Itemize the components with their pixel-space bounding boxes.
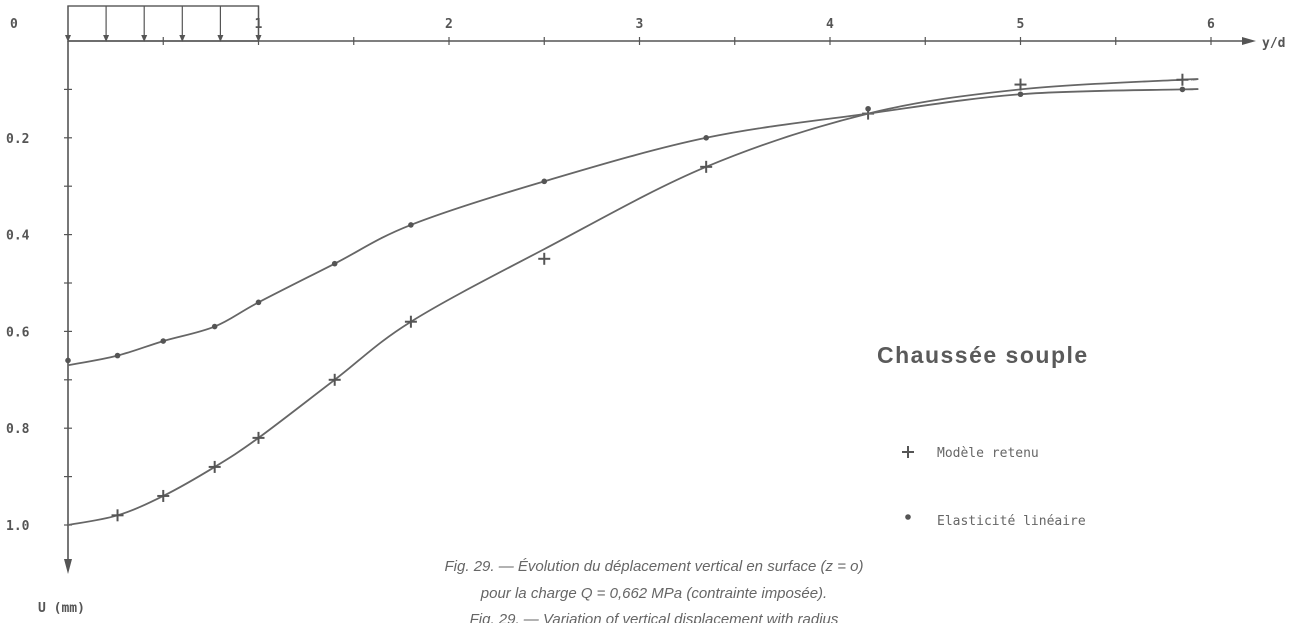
data-point-plus <box>538 252 551 265</box>
data-point-dot <box>865 105 871 112</box>
data-point-plus <box>404 315 417 328</box>
y-ticks: 0.2 0.4 0.6 0.8 1.0 <box>6 88 72 534</box>
y-tick-label: 0.2 <box>6 132 29 147</box>
load-arrow-icon <box>179 35 186 42</box>
legend-item-modele-retenu: Modèle retenu <box>902 446 1039 461</box>
data-point-dot <box>408 222 414 228</box>
x-tick-label: 4 <box>826 17 834 32</box>
data-point-dot <box>1179 86 1186 93</box>
x-axis-arrow-icon <box>1242 37 1256 45</box>
caption-line-2: pour la charge Q = 0,662 MPa (contrainte… <box>480 585 827 602</box>
legend-item-elasticite-lineaire: Elasticité linéaire <box>905 514 1086 529</box>
data-point-plus <box>328 373 341 386</box>
legend: Modèle retenu Elasticité linéaire <box>902 446 1086 529</box>
series-layer <box>65 73 1199 526</box>
legend-dot <box>905 514 911 520</box>
data-point-dot <box>160 338 167 344</box>
data-point-dot <box>1017 91 1024 98</box>
load-arrow-icon <box>65 35 71 42</box>
legend-label: Modèle retenu <box>937 446 1039 461</box>
data-point-plus <box>111 509 124 522</box>
annotation-title: Chaussée souple <box>877 342 1089 368</box>
series-line <box>67 88 1199 367</box>
x-tick-label: 5 <box>1017 17 1025 32</box>
data-point-plus <box>1014 78 1027 91</box>
y-tick-label: 0.8 <box>6 422 30 437</box>
legend-marker-plus-icon <box>902 446 914 458</box>
data-point-dot <box>211 323 218 330</box>
data-point-plus <box>700 160 713 173</box>
load-box <box>67 5 260 42</box>
data-point-dot <box>255 299 262 306</box>
load-diagram <box>65 5 262 42</box>
caption-line-3: Fig. 29. — Variation of vertical displac… <box>470 611 839 623</box>
y-axis-title: U (mm) <box>38 601 85 616</box>
y-tick-label: 0.6 <box>6 325 30 340</box>
data-point-dot <box>541 178 548 185</box>
load-arrow-icon <box>103 35 110 42</box>
y-tick-label: 1.0 <box>6 519 30 534</box>
x-tick-label: 0 <box>10 17 18 32</box>
series-elasticite-lineaire <box>65 86 1199 367</box>
x-tick-label: 2 <box>445 17 453 32</box>
legend-label: Elasticité linéaire <box>937 514 1086 529</box>
y-tick-label: 0.4 <box>6 229 30 244</box>
x-tick-label: 3 <box>636 17 644 32</box>
caption-line-1: Fig. 29. — Évolution du déplacement vert… <box>445 558 864 575</box>
x-axis-title: y/d <box>1262 36 1285 51</box>
data-point-dot <box>114 352 121 359</box>
x-tick-label: 6 <box>1207 17 1215 32</box>
data-point-plus <box>208 460 221 473</box>
legend-marker-dot-icon <box>905 514 911 520</box>
y-axis-arrow-icon <box>64 559 72 574</box>
data-point-plus <box>1176 73 1189 86</box>
load-arrow-icon <box>141 35 148 42</box>
data-point-dot <box>331 260 338 267</box>
x-tick-label: 1 <box>255 17 263 32</box>
x-ticks: 0 1 2 3 4 5 6 <box>10 17 1215 45</box>
data-point-plus <box>252 431 265 444</box>
load-arrow-icon <box>217 35 224 42</box>
legend-plus <box>902 446 914 458</box>
data-point-dot <box>703 135 709 141</box>
figure-caption: Fig. 29. — Évolution du déplacement vert… <box>445 558 864 623</box>
axes <box>64 37 1256 574</box>
data-point-dot <box>65 357 71 364</box>
data-point-plus <box>157 489 170 502</box>
